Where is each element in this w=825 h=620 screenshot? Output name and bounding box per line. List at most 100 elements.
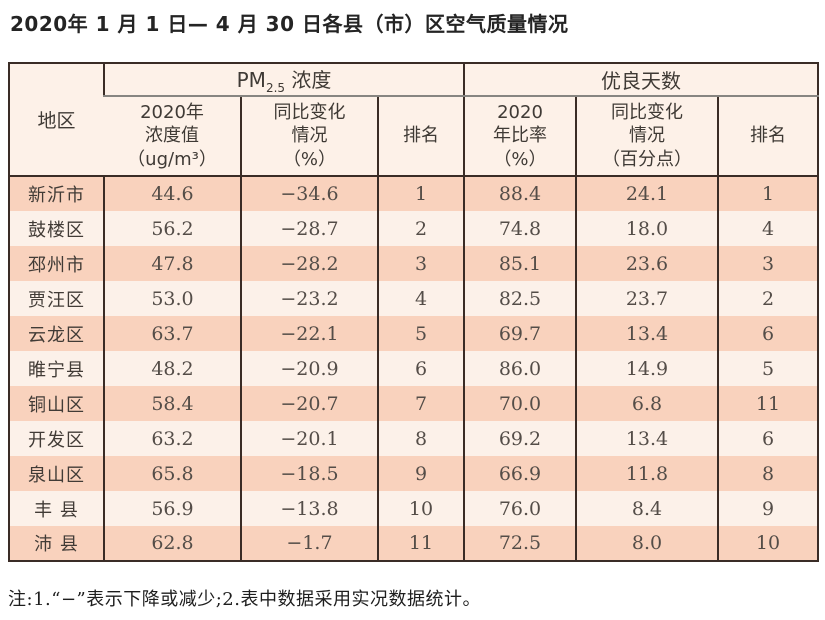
table-row: 开发区 63.2 −20.1 8 69.2 13.4 6 [9, 421, 819, 456]
page-title: 2020年 1 月 1 日— 4 月 30 日各县（市）区空气质量情况 [10, 12, 569, 36]
value-cell-pm-value: 48.2 [103, 351, 241, 386]
value-cell-good-rate: 72.5 [463, 526, 576, 561]
value-cell-pm-change: −1.7 [240, 526, 378, 561]
value-cell-good-rate: 74.8 [463, 211, 576, 246]
value-cell-pm-value: 53.0 [103, 281, 241, 316]
value-cell-good-rank: 10 [716, 526, 819, 561]
value-cell-good-change: 6.8 [575, 386, 718, 421]
region-cell: 新沂市 [9, 176, 104, 211]
value-cell-pm-change: −20.7 [240, 386, 378, 421]
air-quality-table: 地区 PM2.5 浓度 优良天数 2020年 浓度值 （ug/m³） 同比变化 … [8, 62, 820, 562]
col-header-pm-value: 2020年 浓度值 （ug/m³） [104, 96, 241, 177]
region-cell: 贾汪区 [9, 281, 104, 316]
value-cell-good-rank: 1 [716, 176, 819, 211]
col-header-region: 地区 [9, 63, 104, 177]
value-cell-good-rate: 88.4 [463, 176, 576, 211]
value-cell-good-rate: 66.9 [463, 456, 576, 491]
value-cell-good-change: 14.9 [575, 351, 718, 386]
value-cell-good-rate: 70.0 [463, 386, 576, 421]
value-cell-good-rank: 5 [716, 351, 819, 386]
value-cell-pm-value: 63.7 [103, 316, 241, 351]
value-cell-pm-value: 56.2 [103, 211, 241, 246]
table-row: 睢宁县 48.2 −20.9 6 86.0 14.9 5 [9, 351, 819, 386]
col-group-good-days: 优良天数 [462, 63, 819, 97]
value-cell-pm-change: −22.1 [240, 316, 378, 351]
table-row: 新沂市 44.6 −34.6 1 88.4 24.1 1 [9, 176, 819, 211]
value-cell-pm-change: −20.1 [240, 421, 378, 456]
table-body: 新沂市 44.6 −34.6 1 88.4 24.1 1 鼓楼区 56.2 −28.7 2 74.8 1… [9, 176, 819, 561]
value-cell-good-rate: 76.0 [463, 491, 576, 526]
value-cell-pm-change: −34.6 [240, 176, 378, 211]
footnote: 注:1.“−”表示下降或减少;2.表中数据采用实况数据统计。 [8, 589, 481, 610]
value-cell-good-change: 24.1 [575, 176, 718, 211]
value-cell-good-rank: 11 [716, 386, 819, 421]
table-row: 铜山区 58.4 −20.7 7 70.0 6.8 11 [9, 386, 819, 421]
value-cell-good-change: 23.6 [575, 246, 718, 281]
value-cell-pm-value: 65.8 [103, 456, 241, 491]
value-cell-good-change: 13.4 [575, 421, 718, 456]
value-cell-good-rate: 85.1 [463, 246, 576, 281]
value-cell-pm-value: 56.9 [103, 491, 241, 526]
table-row: 丰 县 56.9 −13.8 10 76.0 8.4 9 [9, 491, 819, 526]
value-cell-pm-value: 63.2 [103, 421, 241, 456]
value-cell-pm-rank: 8 [377, 421, 464, 456]
value-cell-good-rate: 86.0 [463, 351, 576, 386]
region-cell: 邳州市 [9, 246, 104, 281]
value-cell-good-rate: 69.7 [463, 316, 576, 351]
value-cell-good-rank: 9 [716, 491, 819, 526]
value-cell-good-rank: 3 [716, 246, 819, 281]
value-cell-pm-rank: 10 [377, 491, 464, 526]
value-cell-pm-change: −28.2 [240, 246, 378, 281]
value-cell-good-rank: 6 [716, 421, 819, 456]
col-header-good-change: 同比变化 情况 （百分点） [575, 96, 718, 177]
value-cell-good-rank: 4 [716, 211, 819, 246]
region-cell: 沛 县 [9, 526, 104, 561]
col-header-pm-rank: 排名 [377, 96, 464, 177]
table-row: 泉山区 65.8 −18.5 9 66.9 11.8 8 [9, 456, 819, 491]
value-cell-good-rate: 82.5 [463, 281, 576, 316]
value-cell-good-change: 11.8 [575, 456, 718, 491]
col-header-pm-change: 同比变化 情况 （%） [240, 96, 378, 177]
value-cell-pm-change: −13.8 [240, 491, 378, 526]
region-cell: 铜山区 [9, 386, 104, 421]
value-cell-good-rank: 2 [716, 281, 819, 316]
value-cell-pm-value: 47.8 [103, 246, 241, 281]
value-cell-pm-rank: 9 [377, 456, 464, 491]
region-cell: 丰 县 [9, 491, 104, 526]
value-cell-pm-rank: 1 [377, 176, 464, 211]
value-cell-pm-rank: 3 [377, 246, 464, 281]
pm25-label-prefix: PM [236, 68, 266, 92]
region-cell: 鼓楼区 [9, 211, 104, 246]
value-cell-pm-rank: 5 [377, 316, 464, 351]
table-row: 沛 县 62.8 −1.7 11 72.5 8.0 10 [9, 526, 819, 561]
value-cell-pm-value: 62.8 [103, 526, 241, 561]
table-header: 地区 PM2.5 浓度 优良天数 2020年 浓度值 （ug/m³） 同比变化 … [9, 63, 819, 177]
value-cell-pm-value: 44.6 [103, 176, 241, 211]
table-row: 贾汪区 53.0 −23.2 4 82.5 23.7 2 [9, 281, 819, 316]
pm25-label-suffix: 浓度 [285, 68, 332, 92]
col-group-pm25: PM2.5 浓度 [103, 63, 464, 97]
value-cell-pm-change: −18.5 [240, 456, 378, 491]
value-cell-good-rank: 8 [716, 456, 819, 491]
value-cell-pm-rank: 2 [377, 211, 464, 246]
table-row: 鼓楼区 56.2 −28.7 2 74.8 18.0 4 [9, 211, 819, 246]
value-cell-pm-rank: 6 [377, 351, 464, 386]
region-cell: 云龙区 [9, 316, 104, 351]
col-header-good-rate: 2020 年比率 （%） [463, 96, 576, 177]
pm25-label-subscript: 2.5 [265, 81, 286, 95]
region-cell: 泉山区 [9, 456, 104, 491]
value-cell-good-change: 18.0 [575, 211, 718, 246]
col-header-good-rank: 排名 [716, 96, 819, 177]
region-cell: 开发区 [9, 421, 104, 456]
value-cell-pm-change: −28.7 [240, 211, 378, 246]
value-cell-pm-change: −20.9 [240, 351, 378, 386]
value-cell-good-rank: 6 [716, 316, 819, 351]
table-row: 邳州市 47.8 −28.2 3 85.1 23.6 3 [9, 246, 819, 281]
value-cell-pm-value: 58.4 [103, 386, 241, 421]
value-cell-good-change: 8.0 [575, 526, 718, 561]
value-cell-pm-change: −23.2 [240, 281, 378, 316]
value-cell-good-change: 13.4 [575, 316, 718, 351]
region-cell: 睢宁县 [9, 351, 104, 386]
table-row: 云龙区 63.7 −22.1 5 69.7 13.4 6 [9, 316, 819, 351]
